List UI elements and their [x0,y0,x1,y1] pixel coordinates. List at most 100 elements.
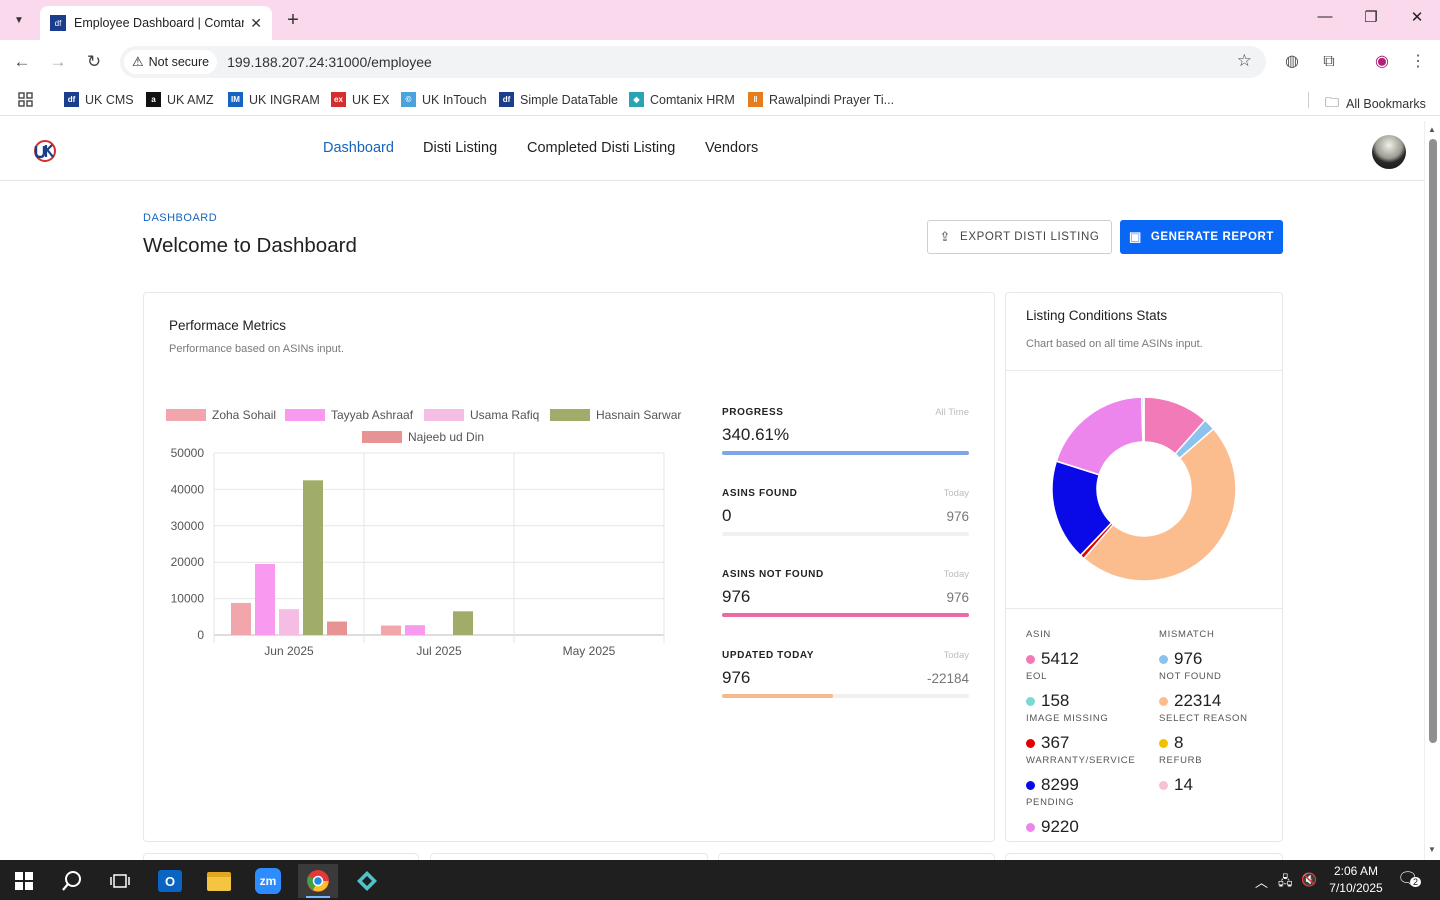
upload-icon: ⇪ [939,229,952,244]
tab-search-chevron-icon[interactable]: ▼ [14,14,24,26]
donut-slice[interactable] [1055,396,1144,476]
legend-label: Hasnain Sarwar [596,408,682,422]
back-arrow-icon[interactable]: ← [13,52,31,71]
forward-arrow-icon[interactable]: → [49,52,67,71]
extensions-puzzle-icon[interactable]: ⧉ [1323,53,1335,70]
user-avatar[interactable] [1372,135,1406,169]
reload-icon[interactable]: ↻ [86,52,102,71]
metric-label: ASINS NOT FOUND [722,569,824,580]
bookmark-favicon-icon: df [499,92,514,107]
stat-number: 158 [1041,691,1070,710]
bookmark-label: UK INGRAM [249,92,320,107]
bookmark-label: UK CMS [85,92,134,107]
metric-period: Today [943,488,969,499]
restore-window-icon[interactable]: ❐ [1364,9,1378,26]
app-diamond-icon[interactable] [347,864,387,898]
app-header: Dashboard Disti Listing Completed Disti … [0,121,1424,181]
browser-tab-active[interactable]: df Employee Dashboard | Comtanix ✕ [40,6,272,40]
metric-value: 976 [722,587,751,606]
stat-label: WARRANTY/SERVICE [1026,755,1136,766]
nav-disti-listing[interactable]: Disti Listing [423,140,498,156]
export-disti-listing-button[interactable]: ⇪ EXPORT DISTI LISTING [927,220,1112,254]
notification-count: 2 [1410,877,1422,887]
donut-slice[interactable] [1082,427,1237,582]
bookmark-item[interactable]: a UK AMZ [146,92,214,107]
stat-label: SELECT REASON [1159,713,1248,724]
bar [255,564,275,635]
notification-center-icon[interactable]: 🗨 2 [1397,869,1422,889]
scroll-up-icon[interactable]: ▲ [1428,125,1436,134]
bookmark-favicon-icon: ‖ [748,92,763,107]
scroll-down-icon[interactable]: ▼ [1428,845,1436,854]
bookmark-item[interactable]: IM UK INGRAM [228,92,320,107]
bookmark-star-icon[interactable]: ☆ [1236,51,1252,70]
url-text[interactable]: 199.188.207.24:31000/employee [227,54,432,70]
generate-report-button[interactable]: ▣ GENERATE REPORT [1120,220,1283,254]
volume-muted-icon[interactable]: 🔇 [1301,872,1318,887]
address-bar[interactable]: ⚠ Not secure 199.188.207.24:31000/employ… [120,46,1266,78]
bookmark-item[interactable]: ◆ Comtanix HRM [629,92,735,107]
page-scrollbar[interactable]: ▲ ▼ [1424,121,1440,860]
task-view-icon[interactable] [100,864,140,898]
stat-number: 22314 [1174,691,1222,710]
security-chip[interactable]: ⚠ Not secure [124,50,218,74]
taskbar-clock[interactable]: 2:06 AM 7/10/2025 [1318,863,1394,897]
bookmark-item[interactable]: ex UK EX [331,92,390,107]
stat-number: 367 [1041,733,1070,752]
divider [1006,370,1282,371]
globe-icon[interactable]: ◍ [1285,53,1299,70]
network-icon[interactable]: 🖧 [1278,873,1293,888]
progress-fill [722,451,969,455]
uk-logo-icon[interactable] [32,138,58,164]
stat-label: MISMATCH [1159,629,1215,640]
metric-sub: 976 [946,590,969,605]
bookmark-item[interactable]: © UK InTouch [401,92,487,107]
tab-close-icon[interactable]: ✕ [250,14,262,31]
scroll-thumb[interactable] [1429,139,1437,743]
tray-chevron-up-icon[interactable]: ︿ [1255,875,1269,890]
outlook-icon[interactable]: O [150,864,190,898]
chrome-icon[interactable] [298,864,338,898]
nav-vendors[interactable]: Vendors [705,140,759,156]
breadcrumb[interactable]: DASHBOARD [143,212,218,224]
nav-completed-disti-listing[interactable]: Completed Disti Listing [527,140,676,156]
bookmark-item[interactable]: df UK CMS [64,92,134,107]
file-explorer-icon[interactable] [199,864,239,898]
legend-item[interactable]: Najeeb ud Din [362,430,484,444]
y-tick-label: 0 [197,628,204,642]
bookmark-favicon-icon: df [64,92,79,107]
stat-value: 367 [1026,733,1069,753]
nav-dashboard[interactable]: Dashboard [323,140,394,156]
profile-icon[interactable]: ◉ [1375,53,1389,70]
windows-start-icon[interactable] [4,864,44,898]
stat-label: REFURB [1159,755,1203,766]
bookmark-label: Rawalpindi Prayer Ti... [769,92,895,107]
metric-sub: 976 [946,509,969,524]
zoom-icon[interactable]: zm [248,864,288,898]
stat-number: 8299 [1041,775,1079,794]
apps-grid-icon[interactable] [18,92,33,107]
more-menu-icon[interactable]: ⋮ [1410,53,1426,70]
x-tick-label: May 2025 [563,644,616,658]
close-window-icon[interactable]: ✕ [1410,9,1424,26]
legend-item[interactable]: Tayyab Ashraaf [285,408,413,422]
stat-number: 9220 [1041,817,1079,836]
new-tab-plus-icon[interactable]: + [287,9,299,31]
legend-item[interactable]: Usama Rafiq [424,408,539,422]
bookmark-label: UK AMZ [167,92,214,107]
legend-item[interactable]: Zoha Sohail [166,408,276,422]
metric-label: ASINS FOUND [722,488,798,499]
legend-item[interactable]: Hasnain Sarwar [550,408,681,422]
bookmark-favicon-icon: IM [228,92,243,107]
folder-icon: 🗀 [1325,94,1339,110]
minimize-icon[interactable]: — [1317,8,1333,25]
stat-number: 5412 [1041,649,1079,668]
bookmark-item[interactable]: df Simple DataTable [499,92,618,107]
search-icon[interactable] [52,864,92,898]
bar [453,611,473,635]
bookmark-item[interactable]: ‖ Rawalpindi Prayer Ti... [748,92,894,107]
bookmark-favicon-icon: ◆ [629,92,644,107]
metric-period: All Time [935,407,969,418]
all-bookmarks-folder[interactable]: 🗀 All Bookmarks [1325,92,1426,116]
stat-number: 8 [1174,733,1184,752]
